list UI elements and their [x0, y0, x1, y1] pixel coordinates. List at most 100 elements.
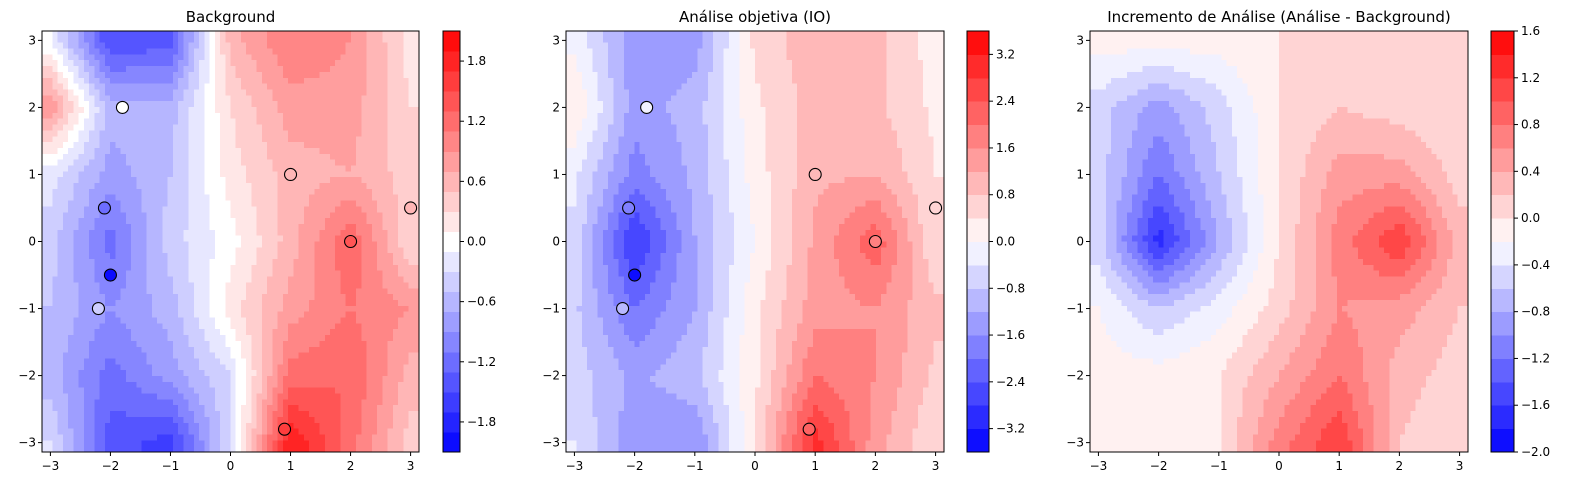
colorbar-level — [1491, 405, 1514, 430]
colorbar-level — [967, 124, 989, 149]
panel-2: Análise objetiva (IO) −3 −2 −1 0 1 2 3 −3 −2 −1 0 1 2… — [542, 8, 1025, 473]
colorbar-tick-label: 0.8 — [1521, 118, 1540, 132]
colorbar-tick-label: −0.6 — [467, 295, 496, 309]
colorbar-tick-label: 0.4 — [1521, 164, 1540, 178]
colorbar-level — [443, 311, 460, 333]
x-tick-label: 2 — [1396, 459, 1404, 473]
colorbar-level — [1491, 288, 1514, 313]
colorbar-tick-label: −1.2 — [467, 355, 496, 369]
colorbar-level — [967, 428, 989, 453]
colorbar-level — [1491, 31, 1514, 55]
colorbar-level — [967, 54, 989, 79]
y-tick-label: −2 — [542, 369, 560, 383]
y-tick-label: 1 — [28, 167, 36, 181]
colorbar-tick-label: 2.4 — [996, 94, 1015, 108]
x-tick-label: −2 — [102, 459, 120, 473]
x-tick-label: 3 — [932, 459, 940, 473]
colorbar-level — [443, 251, 460, 273]
y-tick-label: 1 — [1076, 167, 1084, 181]
colorbar: −2.0 −1.6 −1.2 −0.8 −0.4 0.0 0.4 0.8 1.2 1.6 — [1490, 24, 1550, 459]
x-tick-label: 0 — [227, 459, 235, 473]
colorbar-level — [443, 371, 460, 393]
observation-point — [283, 167, 298, 182]
colorbar-tick-label: 1.2 — [1521, 71, 1540, 85]
colorbar-level — [967, 335, 989, 359]
colorbar-level — [1491, 194, 1514, 219]
colorbar-level — [1491, 311, 1514, 336]
y-tick-label: 3 — [1076, 33, 1084, 47]
observation-point — [622, 201, 636, 215]
x-tick-label: 3 — [407, 459, 415, 473]
colorbar-tick-label: 1.6 — [996, 141, 1015, 155]
x-tick-label: −1 — [162, 459, 180, 473]
y-tick-label: −1 — [18, 302, 36, 316]
y-tick-label: 3 — [28, 33, 36, 47]
x-tick-label: −2 — [626, 459, 644, 473]
colorbar-tick-label: 3.2 — [996, 47, 1015, 61]
x-tick-label: 1 — [1335, 459, 1343, 473]
colorbar-level — [1491, 218, 1514, 242]
colorbar-level — [967, 218, 989, 242]
y-tick-label: −3 — [542, 436, 560, 450]
colorbar-tick-label: −1.2 — [1521, 351, 1550, 365]
chart-title: Background — [186, 8, 276, 26]
x-tick-label: −3 — [566, 459, 584, 473]
chart-title: Incremento de Análise (Análise - Backgro… — [1107, 8, 1451, 26]
observation-point — [628, 268, 642, 282]
colorbar-level — [443, 31, 460, 52]
colorbar-tick-label: 1.6 — [1521, 24, 1540, 38]
x-tick-label: 3 — [1456, 459, 1464, 473]
x-tick-label: −3 — [1090, 459, 1108, 473]
y-tick-label: 2 — [28, 100, 36, 114]
colorbar-tick-label: 1.2 — [467, 114, 486, 128]
observation-point — [404, 201, 418, 215]
panel-1: Background −3 −2 −1 0 1 2 3 −3 −2 −1 0 1 2 3 −1.8 −1.2 −0… — [18, 8, 496, 473]
colorbar-level — [967, 101, 989, 126]
x-tick-label: 1 — [811, 459, 819, 473]
colorbar-level — [967, 358, 989, 383]
observation-point — [868, 234, 882, 249]
observation-point — [97, 201, 111, 215]
y-tick-label: 1 — [552, 167, 560, 181]
y-tick-label: −1 — [542, 302, 560, 316]
colorbar-tick-label: −1.8 — [467, 415, 496, 429]
colorbar-level — [443, 331, 460, 353]
x-tick-label: 2 — [872, 459, 880, 473]
colorbar-level — [443, 231, 460, 253]
colorbar-level — [1491, 101, 1514, 126]
colorbar-tick-label: −0.8 — [1521, 305, 1550, 319]
colorbar-level — [967, 288, 989, 313]
x-tick-label: 1 — [287, 459, 295, 473]
colorbar-level — [1491, 124, 1514, 149]
colorbar-level — [443, 91, 460, 112]
y-tick-label: −2 — [18, 369, 36, 383]
colorbar-level — [967, 171, 989, 196]
y-tick-label: 2 — [1076, 100, 1084, 114]
observation-point — [344, 234, 358, 249]
colorbar: −3.2 −2.4 −1.6 −0.8 0.0 0.8 1.6 2.4 3.2 — [966, 30, 1025, 453]
colorbar-frame — [1490, 30, 1515, 453]
x-tick-label: 0 — [1275, 459, 1283, 473]
colorbar-level — [443, 171, 460, 192]
colorbar-level — [1491, 171, 1514, 196]
colorbar-level — [443, 111, 460, 132]
y-tick-label: −3 — [1066, 436, 1084, 450]
colorbar-level — [967, 381, 989, 406]
colorbar-level — [443, 151, 460, 172]
colorbar-level — [443, 391, 460, 413]
y-tick-label: 2 — [552, 100, 560, 114]
colorbar-tick-label: −1.6 — [996, 328, 1025, 342]
observation-point — [91, 301, 105, 316]
x-tick-label: −1 — [1210, 459, 1228, 473]
observation-point — [616, 301, 630, 316]
observation-point — [929, 201, 943, 215]
contour-field — [566, 31, 945, 453]
colorbar-level — [1491, 241, 1514, 266]
colorbar-tick-label: 0.0 — [996, 235, 1015, 249]
x-tick-label: 2 — [347, 459, 355, 473]
observation-point — [277, 422, 292, 436]
colorbar-level — [967, 405, 989, 430]
y-tick-label: 0 — [28, 235, 36, 249]
observation-point — [115, 100, 129, 114]
colorbar-level — [1491, 381, 1514, 406]
